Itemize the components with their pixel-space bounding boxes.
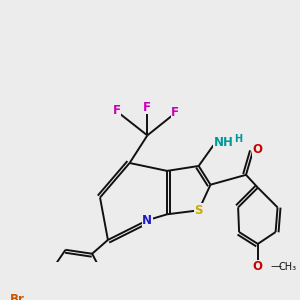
Text: F: F xyxy=(143,101,152,114)
Text: S: S xyxy=(194,204,203,217)
Text: N: N xyxy=(142,214,152,227)
Text: O: O xyxy=(253,260,263,273)
Text: CH₃: CH₃ xyxy=(278,262,296,272)
Text: O: O xyxy=(252,143,262,156)
Text: F: F xyxy=(113,104,121,117)
Text: H: H xyxy=(235,134,243,144)
Text: —: — xyxy=(270,262,281,272)
Text: NH: NH xyxy=(214,136,233,149)
Text: Br: Br xyxy=(10,292,25,300)
Text: F: F xyxy=(171,106,179,119)
